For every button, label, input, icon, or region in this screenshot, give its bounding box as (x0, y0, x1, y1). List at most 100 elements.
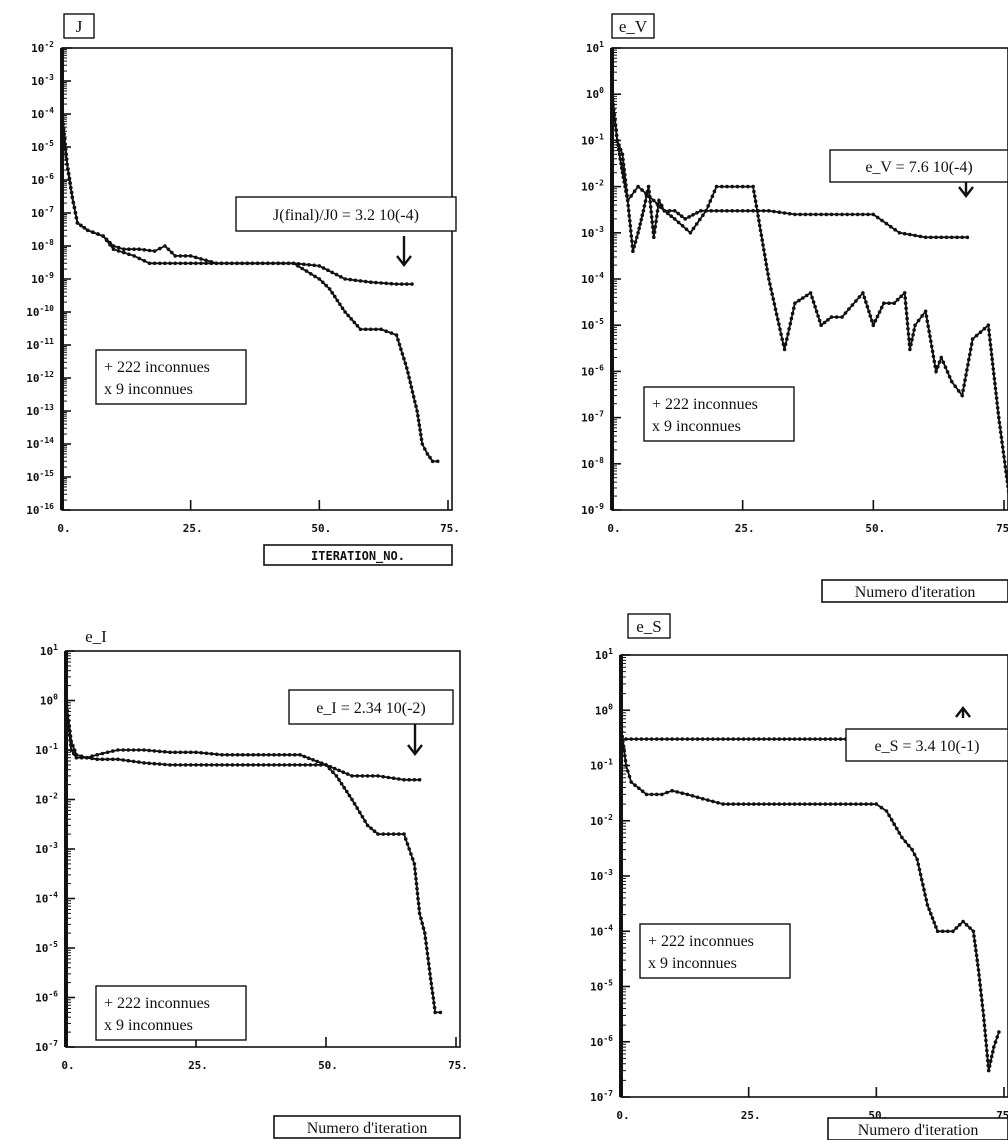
data-point (918, 234, 923, 239)
chart-title-box (63, 13, 95, 39)
data-point (613, 118, 617, 122)
data-point (838, 802, 843, 806)
data-point (423, 936, 428, 940)
data-point (409, 385, 414, 389)
data-point (690, 794, 695, 798)
arrow-head-icon (396, 255, 412, 267)
data-point (762, 252, 767, 257)
data-point (929, 344, 934, 349)
data-point (327, 766, 332, 771)
data-point (792, 802, 797, 806)
data-point (396, 338, 400, 342)
data-point (430, 986, 434, 991)
data-point (939, 235, 944, 240)
data-point (168, 261, 172, 266)
data-point (855, 212, 860, 217)
data-point (209, 260, 214, 264)
data-point (701, 213, 705, 217)
data-point (654, 219, 658, 224)
data-point (199, 763, 203, 767)
data-point (834, 212, 839, 217)
data-point (757, 218, 761, 223)
data-point (291, 261, 296, 266)
y-tick-label: 10-8 (581, 456, 604, 471)
data-point (339, 782, 344, 786)
data-point (828, 737, 833, 741)
data-point (691, 213, 695, 217)
data-point (347, 793, 352, 798)
data-point (944, 235, 949, 240)
data-point (906, 332, 911, 336)
data-point (105, 750, 110, 755)
data-point (426, 961, 431, 966)
data-point (711, 799, 715, 804)
data-point (777, 210, 782, 214)
data-point (925, 319, 930, 324)
data-point (873, 319, 878, 323)
data-point (632, 244, 636, 249)
data-point (105, 757, 110, 762)
data-point (321, 280, 325, 285)
x-tick-label: 25. (741, 1109, 761, 1122)
data-point (412, 778, 417, 782)
data-point (624, 183, 628, 187)
data-point (425, 951, 430, 956)
data-point (405, 366, 409, 370)
data-point (966, 363, 970, 367)
data-point (672, 217, 677, 221)
data-point (267, 763, 271, 767)
data-point (675, 737, 679, 741)
data-point (438, 1010, 443, 1015)
data-point (629, 780, 633, 784)
data-point (199, 751, 203, 755)
data-point (199, 261, 203, 266)
data-point (916, 862, 921, 867)
data-point (428, 976, 433, 981)
data-point (716, 737, 720, 741)
data-point (957, 923, 962, 927)
data-point (803, 212, 808, 217)
data-point (849, 802, 853, 806)
data-point (829, 315, 834, 319)
data-point (340, 306, 345, 311)
data-point (399, 282, 404, 286)
data-point (85, 755, 89, 760)
data-point (428, 455, 432, 460)
data-point (342, 785, 347, 790)
data-point (982, 1023, 987, 1028)
data-point (90, 756, 94, 761)
data-point (304, 269, 309, 273)
y-tick-label: 100 (40, 693, 58, 708)
data-point (381, 774, 386, 779)
data-point (862, 295, 867, 300)
data-point (680, 737, 685, 741)
data-point (814, 309, 819, 314)
data-point (639, 217, 644, 222)
data-point (685, 792, 690, 797)
legend-box (95, 985, 247, 1041)
data-point (637, 226, 641, 231)
data-point (764, 262, 769, 267)
data-point (69, 190, 74, 195)
data-point (372, 829, 377, 833)
data-point (397, 777, 401, 781)
data-point (757, 223, 762, 228)
data-point (992, 376, 997, 381)
data-point (617, 152, 622, 156)
data-point (360, 815, 365, 819)
annotation-text: e_V = 7.6 10(-4) (865, 159, 972, 176)
y-tick-label: 10-1 (581, 132, 604, 147)
data-point (1000, 440, 1004, 444)
data-point (787, 327, 791, 331)
data-point (334, 774, 339, 778)
data-point (691, 226, 696, 231)
data-point (985, 1053, 990, 1058)
data-point (725, 184, 729, 189)
data-point (992, 372, 996, 376)
data-point (819, 212, 823, 217)
data-point (994, 391, 998, 396)
data-point (978, 330, 983, 335)
data-point (776, 317, 780, 322)
data-point (725, 209, 729, 213)
data-point (394, 333, 399, 337)
